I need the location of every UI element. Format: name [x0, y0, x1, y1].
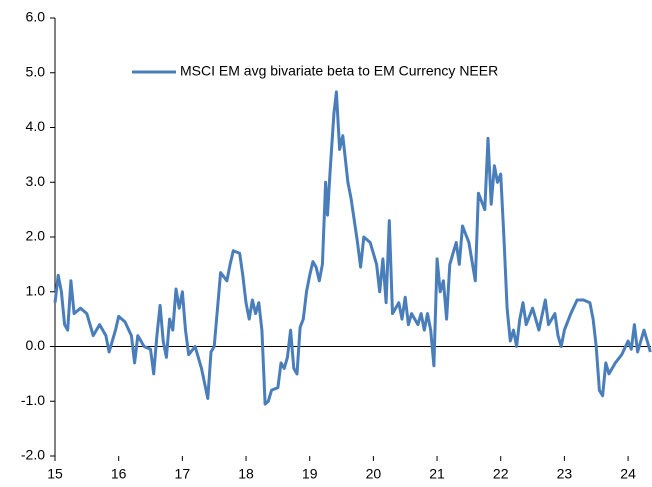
y-tick-label: 6.0 — [26, 9, 46, 25]
x-tick-label: 22 — [493, 466, 509, 482]
x-tick-label: 18 — [238, 466, 254, 482]
x-tick-label: 15 — [47, 466, 63, 482]
legend-label: MSCI EM avg bivariate beta to EM Currenc… — [180, 63, 498, 79]
y-tick-label: 0.0 — [26, 337, 46, 353]
x-tick-label: 20 — [366, 466, 382, 482]
x-tick-label: 16 — [111, 466, 127, 482]
y-tick-label: -1.0 — [21, 392, 45, 408]
x-tick-label: 23 — [557, 466, 573, 482]
y-tick-label: 1.0 — [26, 282, 46, 298]
y-tick-label: 4.0 — [26, 118, 46, 134]
x-tick-label: 17 — [175, 466, 191, 482]
y-tick-label: 2.0 — [26, 228, 46, 244]
data-line — [53, 90, 652, 406]
y-tick-label: -2.0 — [21, 447, 45, 463]
y-tick-label: 3.0 — [26, 173, 46, 189]
y-tick-label: 5.0 — [26, 63, 46, 79]
x-tick-label: 24 — [620, 466, 636, 482]
x-tick-label: 19 — [302, 466, 318, 482]
x-tick-label: 21 — [429, 466, 445, 482]
